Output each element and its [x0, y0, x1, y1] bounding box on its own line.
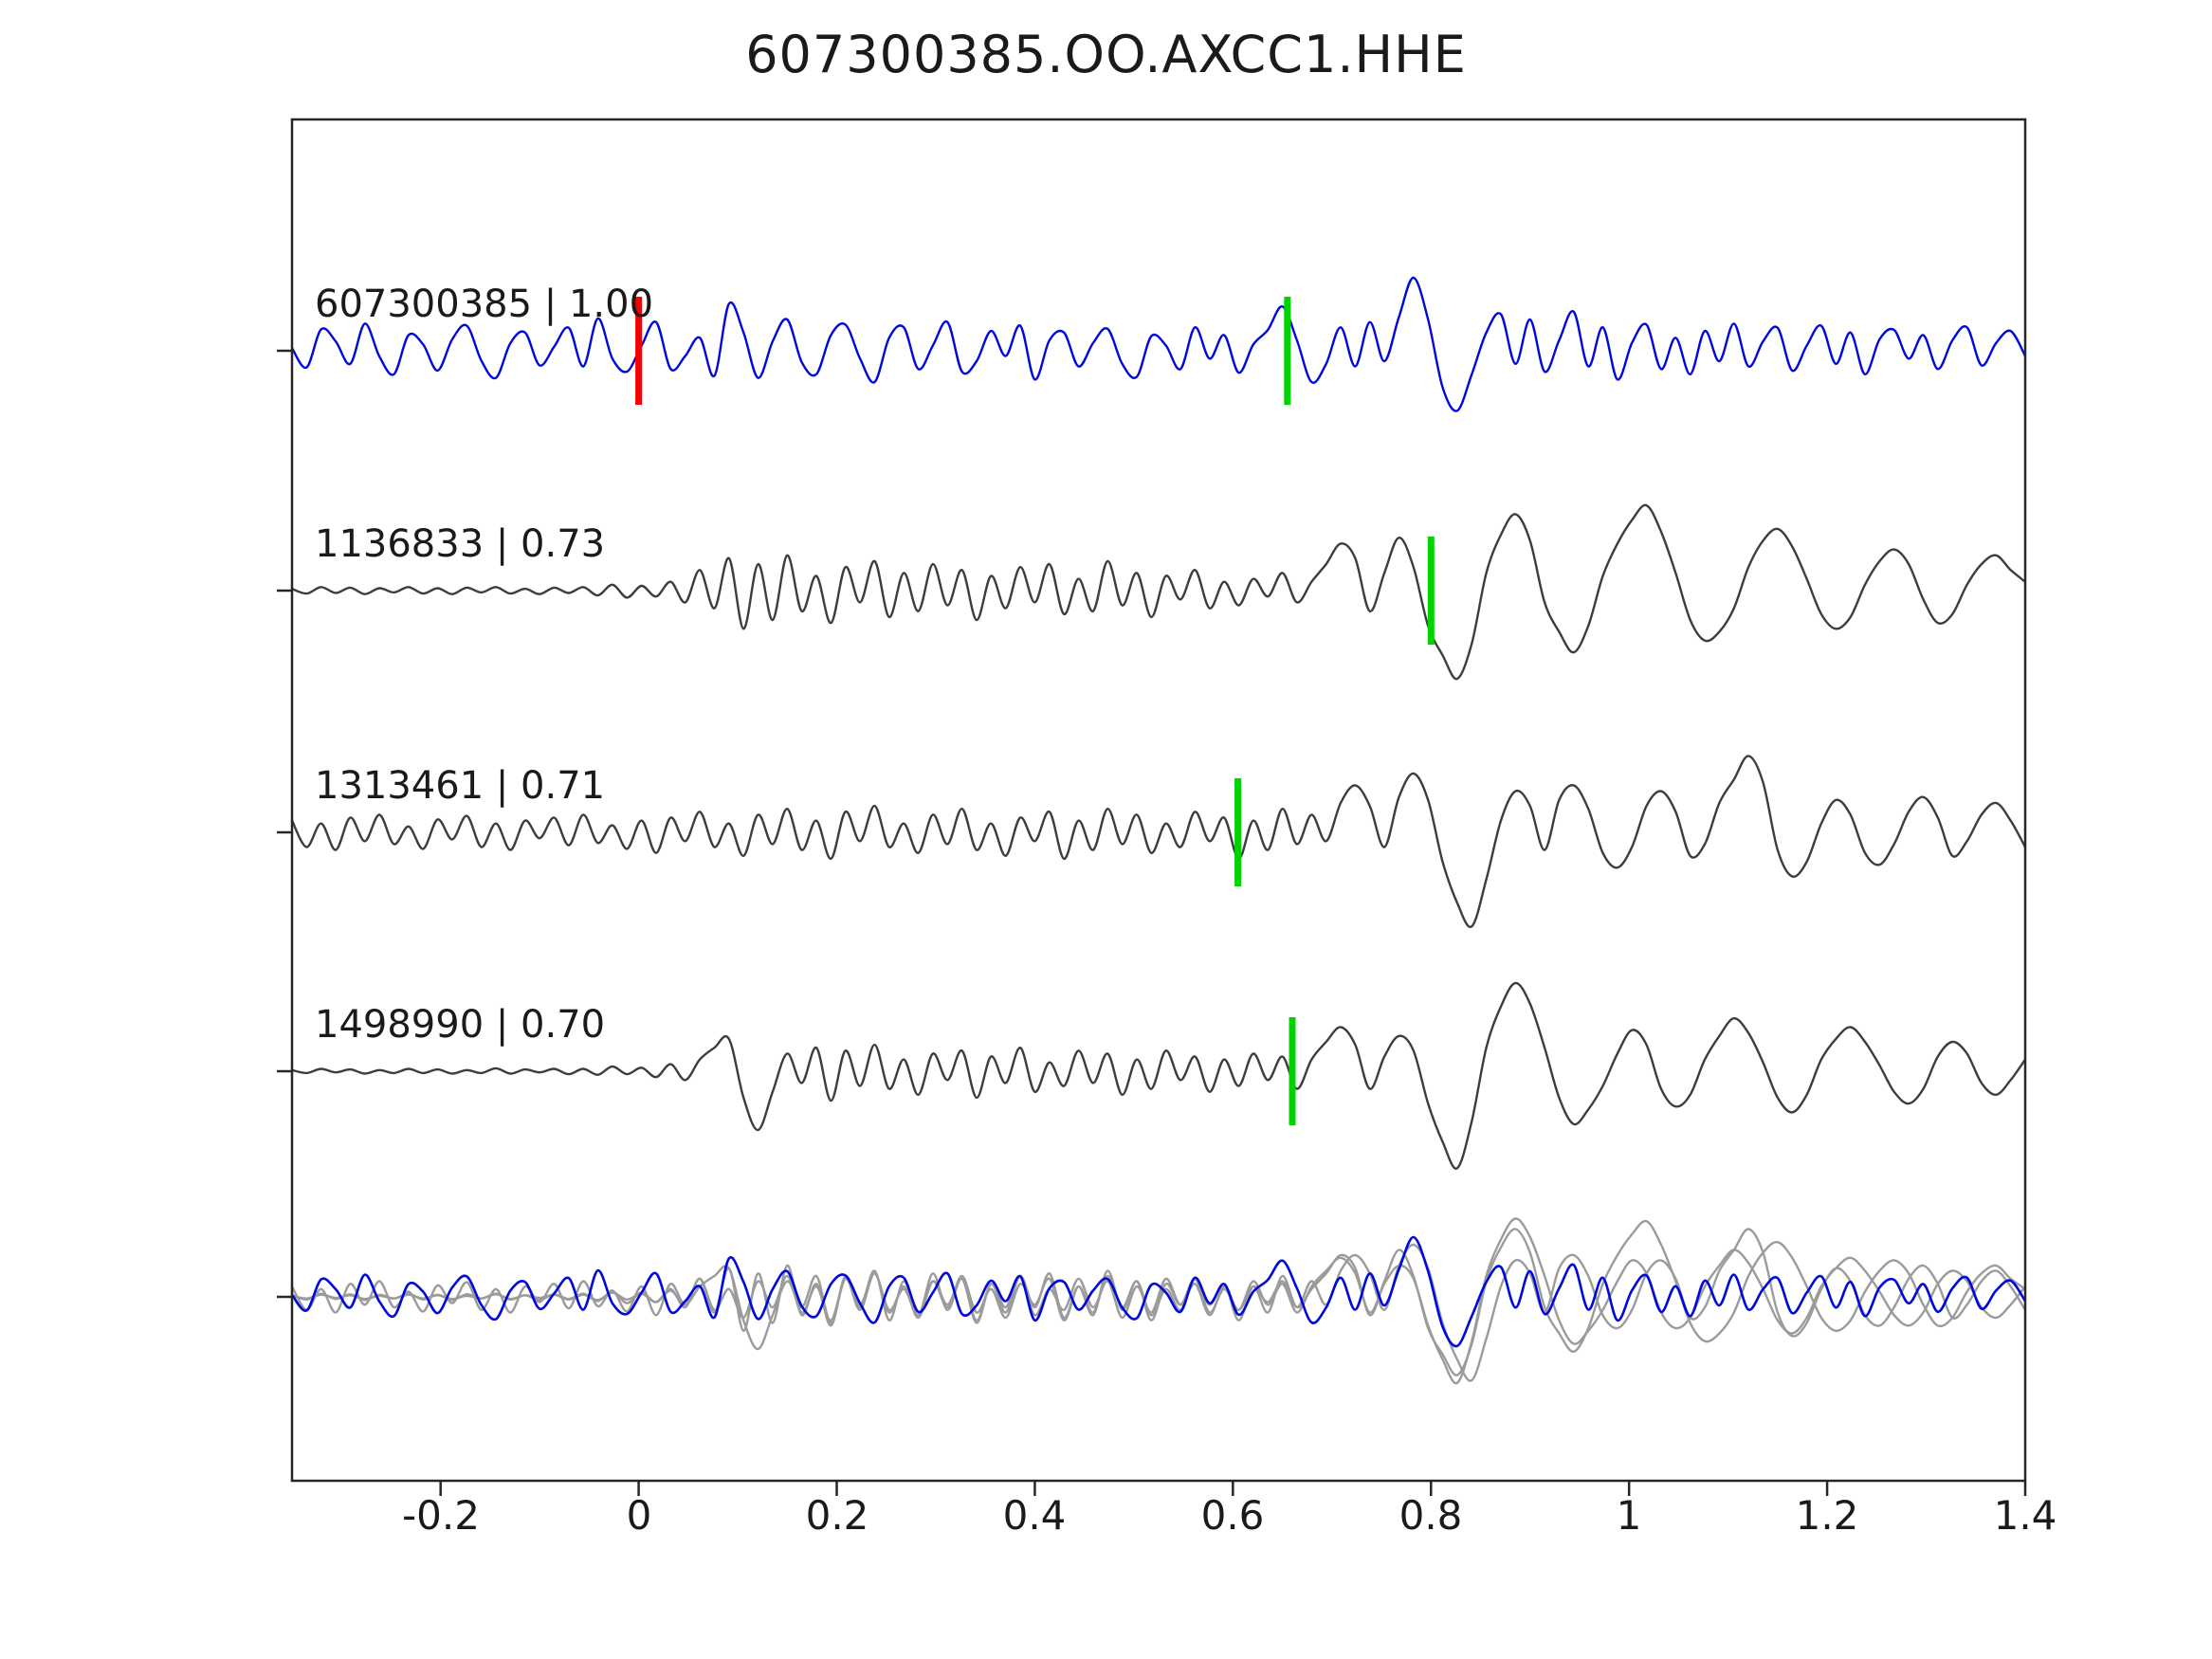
- overlay-trace-1498990: [291, 1217, 2026, 1385]
- pick-marker-green-607300385: [1284, 297, 1291, 405]
- x-tick-label: 0.4: [1002, 1492, 1067, 1539]
- pick-marker-green-1313461: [1234, 778, 1242, 886]
- chart-title: 607300385.OO.AXCC1.HHE: [745, 25, 1467, 84]
- plot-border: [290, 118, 2027, 1483]
- trace-label-1498990: 1498990 | 0.70: [315, 1003, 606, 1047]
- trace-label-1136833: 1136833 | 0.73: [315, 522, 606, 566]
- plot-content: [277, 118, 2027, 1496]
- pick-marker-red-607300385: [635, 297, 643, 405]
- trace-label-607300385: 607300385 | 1.00: [315, 283, 654, 326]
- x-tick-label: 0.8: [1398, 1492, 1463, 1539]
- x-tick-label: 0.2: [805, 1492, 869, 1539]
- waveform-trace-607300385: [290, 276, 2027, 412]
- x-tick-label: 1.4: [1993, 1492, 2057, 1539]
- x-tick-label: 1.2: [1795, 1492, 1859, 1539]
- overlay-trace-607300385: [290, 1235, 2027, 1348]
- pick-marker-green-1136833: [1427, 537, 1435, 645]
- waveform-trace-1136833: [291, 503, 2026, 681]
- waveform-trace-1498990: [291, 981, 2026, 1170]
- x-tick-label: -0.2: [402, 1492, 480, 1539]
- pick-marker-green-1498990: [1289, 1017, 1296, 1125]
- trace-label-1313461: 1313461 | 0.71: [315, 764, 606, 808]
- waveform-trace-1313461: [290, 755, 2027, 928]
- x-tick-label: 1: [1616, 1492, 1642, 1539]
- x-tick-label: 0: [626, 1492, 652, 1539]
- x-tick-label: 0.6: [1200, 1492, 1265, 1539]
- overlay-trace-1313461: [290, 1228, 2027, 1382]
